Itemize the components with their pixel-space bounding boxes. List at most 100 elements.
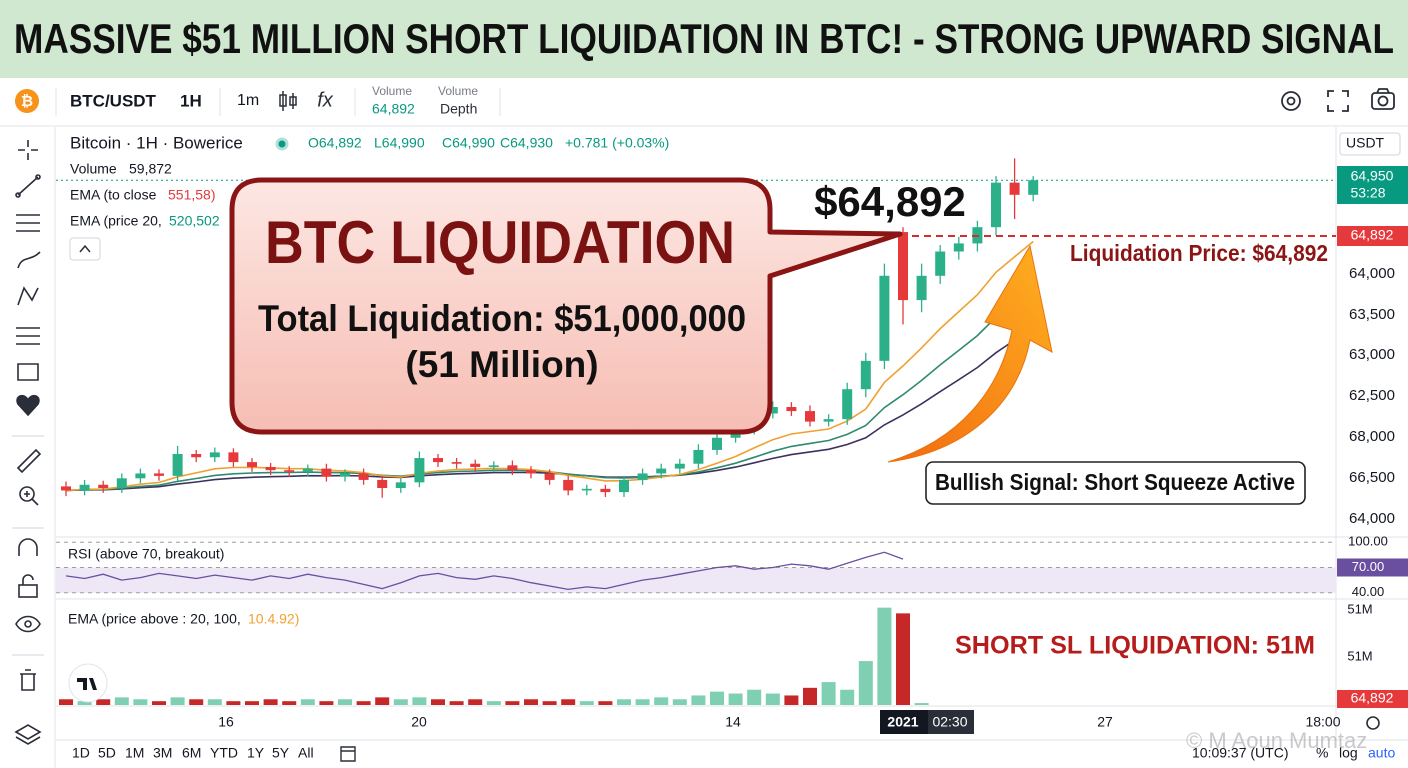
volume-bar [765,693,780,705]
volume-bar [114,697,129,705]
depth-label: Volume [438,84,478,98]
candle-body [767,407,778,414]
candle-body [991,182,1001,228]
candle-body [302,468,313,472]
callout-title: BTC LIQUIDATION [265,209,735,276]
volume-pane-title: EMA (price above : 20, 100, [68,611,241,627]
legend-volume-label: Volume [70,161,117,177]
upward-arrow [887,244,1053,463]
liquidation-badge [1337,226,1408,246]
volume-bar [412,697,427,705]
legend-volume-value: 59,872 [129,161,172,177]
volume-bar [77,701,92,705]
indicators-button[interactable]: fx [317,89,334,111]
rsi-title: RSI (above 70, breakout) [68,546,224,562]
range-button[interactable]: 1Y [247,745,265,761]
settings-button[interactable] [1281,91,1301,111]
x-axis-label: 27 [1097,714,1113,730]
volume-bar [356,701,371,705]
x-axis-label: 20 [411,714,427,730]
range-button[interactable]: 5Y [272,745,290,761]
candle-body [79,484,90,491]
short-liquidation-label: SHORT SL LIQUIDATION: 51M [955,632,1315,660]
volume-bar [449,701,464,705]
volume-bar [152,701,166,705]
candle-body [247,462,257,467]
volume-bar [245,701,259,705]
interval[interactable]: 1H [180,91,202,110]
countdown: 53:28 [1350,185,1385,201]
candle-body [433,458,443,463]
screenshot-button[interactable] [1371,88,1395,110]
volume-bar [858,661,873,705]
collapse-button[interactable] [69,237,101,261]
auto-toggle[interactable]: auto [1368,745,1395,761]
date-range-icon[interactable] [340,746,356,762]
range-button[interactable]: 3M [153,745,172,761]
volume-bar [561,699,576,705]
range-button[interactable]: 1D [72,745,90,761]
volume-value: 64,892 [372,101,415,117]
toolbar [0,78,1408,126]
volume-bar [319,701,334,705]
candle-type-button[interactable] [279,91,297,111]
status-dot [275,137,289,151]
volume-bar [375,697,390,705]
currency-button[interactable] [1339,132,1401,156]
sidebar-tools[interactable] [12,140,44,745]
legend-ohlc: L64,990 [374,135,425,151]
volume-bar [635,699,650,705]
candle-body [135,473,146,479]
range-button[interactable]: 6M [182,745,201,761]
volume-pane-value: 10.4.92) [248,611,299,627]
watermark: © M Aoun Mumtaz [1186,728,1367,753]
candle-body [563,479,574,491]
x-axis-label: 2021 [887,714,918,730]
volume-bar [300,699,315,705]
volume-bar [133,699,148,705]
candle-body [842,389,853,420]
candle-body [414,458,425,483]
log-toggle[interactable]: log [1339,745,1358,761]
volume-bar [393,699,408,705]
candle-body [340,473,350,477]
range-button[interactable]: 5D [98,745,116,761]
range-button[interactable]: 1M [125,745,144,761]
callout-sub: (51 Million) [405,344,598,385]
candle-body [879,275,890,361]
volume-bar [803,687,817,705]
legend-ohlc: C64,930 [500,135,553,151]
fullscreen-button[interactable] [1327,90,1349,112]
depth-value: Depth [440,101,477,117]
candle-body [600,488,611,493]
rsi-line [65,551,904,591]
candle-body [786,407,797,412]
volume-bar [486,701,501,705]
candle-body [321,468,332,477]
rsi-tick-label: 40.00 [1352,584,1385,599]
candle-body [1009,182,1020,195]
legend-ohlc: O64,892 [308,135,362,151]
candle-body [191,454,202,458]
price-axis-label: 64,000 [1349,265,1395,282]
interval-alt[interactable]: 1m [237,92,259,109]
volume-bar [747,689,762,705]
range-button[interactable]: YTD [210,745,238,761]
volume-bar [598,701,613,705]
volume-bar [840,689,855,705]
liquidation-axis-label: 64,892 [1351,227,1394,243]
volume-bar [207,699,222,705]
price-axis-label: 63,500 [1349,306,1395,323]
symbol[interactable]: BTC/USDT [70,91,157,110]
callout-bubble [229,177,903,435]
volume-last-label: 64,892 [1351,690,1394,706]
signal-box [925,461,1306,505]
candle-body [358,473,369,480]
percent-toggle[interactable]: % [1316,745,1328,761]
axis-settings[interactable] [1366,716,1380,730]
candle-body [61,486,71,491]
range-button[interactable]: All [298,745,314,761]
legend-change: +0.781 (+0.03%) [565,135,669,151]
tradingview-logo[interactable] [68,663,108,703]
